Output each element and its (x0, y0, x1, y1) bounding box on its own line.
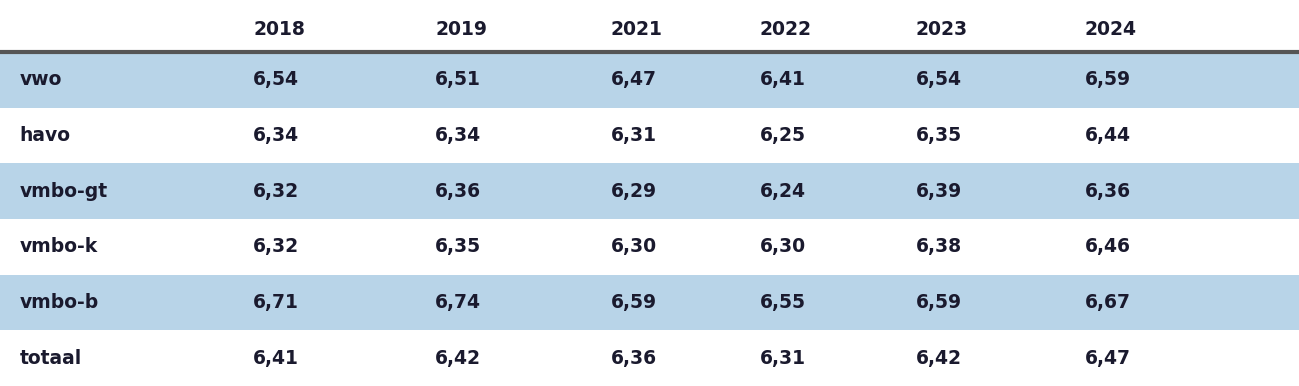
Bar (0, 163, 1299, 219)
Text: 6,25: 6,25 (760, 126, 805, 145)
Text: 6,55: 6,55 (760, 293, 805, 312)
Text: 6,24: 6,24 (760, 182, 805, 201)
Text: 6,71: 6,71 (253, 293, 299, 312)
Text: vwo: vwo (19, 70, 62, 90)
Text: 6,30: 6,30 (760, 237, 807, 256)
Text: 6,41: 6,41 (760, 70, 805, 90)
Text: 6,54: 6,54 (253, 70, 299, 90)
Text: 6,34: 6,34 (253, 126, 300, 145)
Text: 2024: 2024 (1085, 20, 1137, 39)
Text: 6,32: 6,32 (253, 182, 300, 201)
Bar (0, 52, 1299, 108)
Bar (0, 219, 1299, 275)
Text: 6,46: 6,46 (1085, 237, 1130, 256)
Text: 2019: 2019 (435, 20, 487, 39)
Text: 6,47: 6,47 (1085, 349, 1130, 368)
Text: 6,44: 6,44 (1085, 126, 1130, 145)
Text: 6,54: 6,54 (916, 70, 961, 90)
Text: 6,74: 6,74 (435, 293, 481, 312)
Text: 2018: 2018 (253, 20, 305, 39)
Text: 6,51: 6,51 (435, 70, 481, 90)
Text: 6,47: 6,47 (611, 70, 656, 90)
Text: 6,41: 6,41 (253, 349, 299, 368)
Text: 6,30: 6,30 (611, 237, 657, 256)
Bar (0, 8, 1299, 52)
Text: vmbo-gt: vmbo-gt (19, 182, 108, 201)
Text: 6,29: 6,29 (611, 182, 657, 201)
Text: 6,59: 6,59 (1085, 70, 1131, 90)
Text: 6,35: 6,35 (435, 237, 482, 256)
Text: 6,42: 6,42 (435, 349, 481, 368)
Text: 2021: 2021 (611, 20, 662, 39)
Bar (0, 108, 1299, 163)
Bar (0, 275, 1299, 330)
Text: 6,39: 6,39 (916, 182, 963, 201)
Bar (0, 330, 1299, 386)
Text: havo: havo (19, 126, 70, 145)
Text: 6,31: 6,31 (760, 349, 805, 368)
Text: 6,35: 6,35 (916, 126, 963, 145)
Text: vmbo-b: vmbo-b (19, 293, 99, 312)
Text: vmbo-k: vmbo-k (19, 237, 97, 256)
Text: 6,36: 6,36 (611, 349, 657, 368)
Text: 2023: 2023 (916, 20, 968, 39)
Text: 6,31: 6,31 (611, 126, 656, 145)
Text: 6,38: 6,38 (916, 237, 963, 256)
Text: 2022: 2022 (760, 20, 812, 39)
Text: 6,42: 6,42 (916, 349, 961, 368)
Text: totaal: totaal (19, 349, 82, 368)
Text: 6,59: 6,59 (916, 293, 963, 312)
Text: 6,32: 6,32 (253, 237, 300, 256)
Text: 6,34: 6,34 (435, 126, 482, 145)
Text: 6,67: 6,67 (1085, 293, 1130, 312)
Text: 6,59: 6,59 (611, 293, 657, 312)
Text: 6,36: 6,36 (1085, 182, 1131, 201)
Text: 6,36: 6,36 (435, 182, 482, 201)
